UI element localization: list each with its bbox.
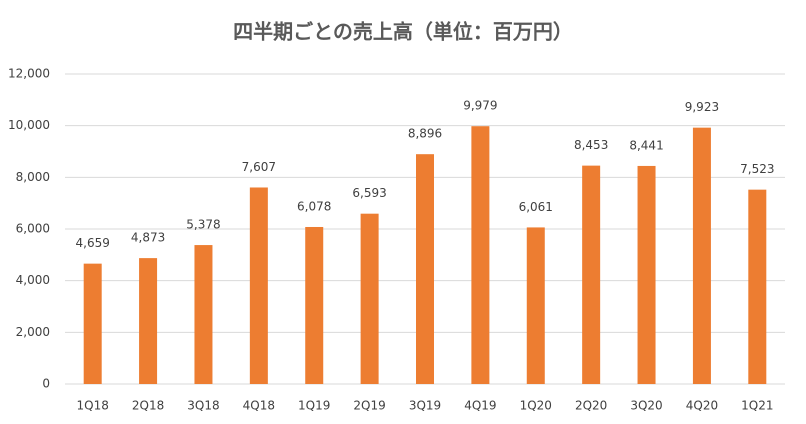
bar — [249, 187, 268, 384]
x-tick-label: 2Q20 — [575, 399, 607, 413]
y-tick-label: 4,000 — [16, 273, 50, 287]
x-tick-label: 2Q19 — [353, 399, 385, 413]
x-tick-label: 1Q18 — [77, 399, 109, 413]
x-tick-label: 1Q20 — [520, 399, 552, 413]
data-label: 9,923 — [685, 100, 719, 114]
x-tick-label: 4Q19 — [464, 399, 496, 413]
bar — [416, 154, 434, 384]
chart-title: 四半期ごとの売上高（単位：百万円） — [233, 20, 573, 44]
data-label: 8,441 — [629, 138, 663, 152]
data-label: 4,659 — [76, 236, 110, 250]
bar — [139, 258, 158, 384]
data-label: 6,593 — [352, 186, 386, 200]
bar — [637, 165, 656, 384]
y-tick-label: 2,000 — [16, 325, 50, 339]
data-label: 6,078 — [297, 199, 331, 213]
data-label: 7,523 — [740, 162, 774, 176]
bar — [83, 263, 102, 384]
data-label: 5,378 — [186, 218, 220, 232]
data-label: 6,061 — [519, 200, 553, 214]
x-tick-label: 4Q20 — [686, 399, 718, 413]
bar — [582, 165, 601, 384]
y-tick-label: 12,000 — [8, 67, 50, 81]
data-label: 8,453 — [574, 138, 608, 152]
y-tick-label: 6,000 — [16, 222, 50, 236]
bar — [305, 226, 324, 384]
x-tick-label: 3Q19 — [409, 399, 441, 413]
data-label: 4,873 — [131, 231, 165, 245]
x-tick-label: 1Q19 — [298, 399, 330, 413]
data-label: 9,979 — [463, 99, 497, 113]
bar — [194, 245, 213, 384]
x-tick-label: 1Q21 — [741, 399, 773, 413]
x-tick-label: 4Q18 — [243, 399, 275, 413]
data-label: 7,607 — [242, 160, 276, 174]
x-tick-label: 3Q18 — [187, 399, 219, 413]
y-tick-label: 0 — [42, 377, 50, 391]
data-label: 8,896 — [408, 127, 442, 141]
y-tick-label: 8,000 — [16, 170, 50, 184]
bar — [526, 227, 545, 384]
bar — [360, 213, 379, 384]
bar — [748, 189, 767, 384]
x-tick-label: 2Q18 — [132, 399, 164, 413]
bar — [471, 126, 490, 384]
x-tick-label: 3Q20 — [630, 399, 662, 413]
bar — [692, 127, 711, 385]
y-tick-label: 10,000 — [8, 118, 50, 132]
